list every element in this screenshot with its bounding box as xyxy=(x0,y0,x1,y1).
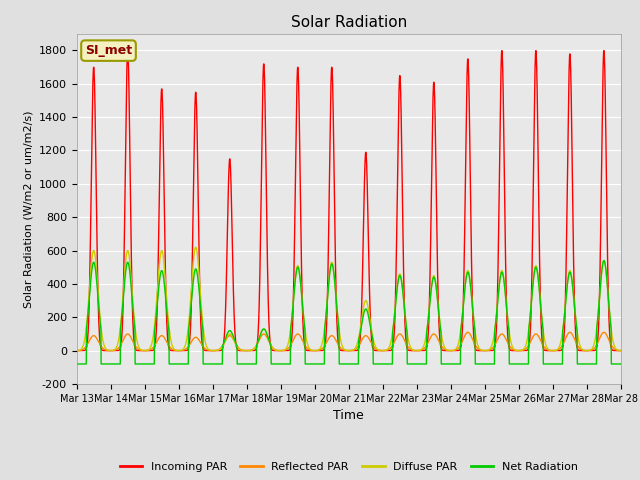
Incoming PAR xyxy=(73,348,81,353)
Diffuse PAR xyxy=(127,275,135,281)
Incoming PAR xyxy=(513,348,521,353)
Net Radiation xyxy=(127,283,135,289)
Net Radiation xyxy=(600,258,607,264)
Legend: Incoming PAR, Reflected PAR, Diffuse PAR, Net Radiation: Incoming PAR, Reflected PAR, Diffuse PAR… xyxy=(115,457,582,477)
Net Radiation xyxy=(617,361,625,367)
Net Radiation xyxy=(381,361,389,367)
Reflected PAR xyxy=(381,348,389,353)
X-axis label: Time: Time xyxy=(333,409,364,422)
Diffuse PAR xyxy=(245,348,253,353)
Reflected PAR xyxy=(617,348,625,353)
Net Radiation xyxy=(73,361,81,367)
Net Radiation xyxy=(513,361,520,367)
Incoming PAR xyxy=(209,348,217,353)
Net Radiation xyxy=(244,361,252,367)
Reflected PAR xyxy=(513,348,521,353)
Reflected PAR xyxy=(127,335,135,341)
Diffuse PAR xyxy=(513,348,521,353)
Diffuse PAR xyxy=(209,348,217,353)
Diffuse PAR xyxy=(73,348,81,353)
Incoming PAR xyxy=(124,48,131,54)
Reflected PAR xyxy=(544,347,552,353)
Line: Diffuse PAR: Diffuse PAR xyxy=(77,247,621,350)
Text: SI_met: SI_met xyxy=(85,44,132,57)
Reflected PAR xyxy=(464,329,472,335)
Diffuse PAR xyxy=(544,346,552,351)
Incoming PAR xyxy=(245,348,253,353)
Line: Net Radiation: Net Radiation xyxy=(77,261,621,364)
Net Radiation xyxy=(543,361,551,367)
Diffuse PAR xyxy=(617,348,625,353)
Reflected PAR xyxy=(245,348,253,353)
Line: Reflected PAR: Reflected PAR xyxy=(77,332,621,350)
Diffuse PAR xyxy=(610,340,618,346)
Incoming PAR xyxy=(127,255,135,261)
Reflected PAR xyxy=(610,345,618,351)
Net Radiation xyxy=(609,361,617,367)
Incoming PAR xyxy=(617,348,625,353)
Y-axis label: Solar Radiation (W/m2 or um/m2/s): Solar Radiation (W/m2 or um/m2/s) xyxy=(24,110,33,308)
Diffuse PAR xyxy=(192,244,200,250)
Title: Solar Radiation: Solar Radiation xyxy=(291,15,407,30)
Line: Incoming PAR: Incoming PAR xyxy=(77,51,621,350)
Diffuse PAR xyxy=(382,348,390,353)
Incoming PAR xyxy=(610,348,618,353)
Incoming PAR xyxy=(544,348,552,353)
Reflected PAR xyxy=(73,348,81,353)
Incoming PAR xyxy=(382,348,390,353)
Reflected PAR xyxy=(175,348,182,353)
